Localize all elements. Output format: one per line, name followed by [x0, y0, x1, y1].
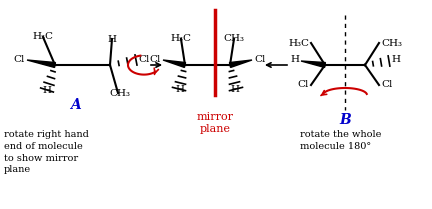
Text: Cl: Cl — [298, 80, 309, 89]
Text: H: H — [108, 35, 117, 44]
Text: rotate right hand
end of molecule
to show mirror
plane: rotate right hand end of molecule to sho… — [4, 130, 89, 174]
Text: H: H — [175, 85, 184, 94]
Text: H₃C: H₃C — [171, 34, 191, 43]
Text: H: H — [290, 56, 299, 65]
Polygon shape — [27, 60, 55, 68]
Text: mirror
plane: mirror plane — [197, 112, 234, 134]
Text: Cl: Cl — [14, 55, 25, 64]
Text: H₃C: H₃C — [288, 39, 309, 48]
Text: H: H — [391, 56, 400, 65]
Polygon shape — [229, 60, 252, 68]
Polygon shape — [163, 60, 186, 68]
Text: Cl: Cl — [254, 55, 265, 64]
Polygon shape — [301, 61, 325, 68]
Text: Cl: Cl — [149, 55, 161, 64]
Text: CH₃: CH₃ — [223, 34, 245, 43]
Text: CH₃: CH₃ — [109, 89, 130, 98]
Text: Cl: Cl — [381, 80, 392, 89]
Text: CH₃: CH₃ — [381, 39, 402, 48]
Text: Cl: Cl — [138, 55, 149, 64]
Text: H: H — [231, 85, 239, 94]
Text: H: H — [42, 86, 51, 95]
Text: H₃C: H₃C — [32, 32, 54, 41]
Text: A: A — [70, 98, 80, 112]
Text: B: B — [339, 113, 351, 127]
Text: rotate the whole
molecule 180°: rotate the whole molecule 180° — [300, 130, 381, 151]
